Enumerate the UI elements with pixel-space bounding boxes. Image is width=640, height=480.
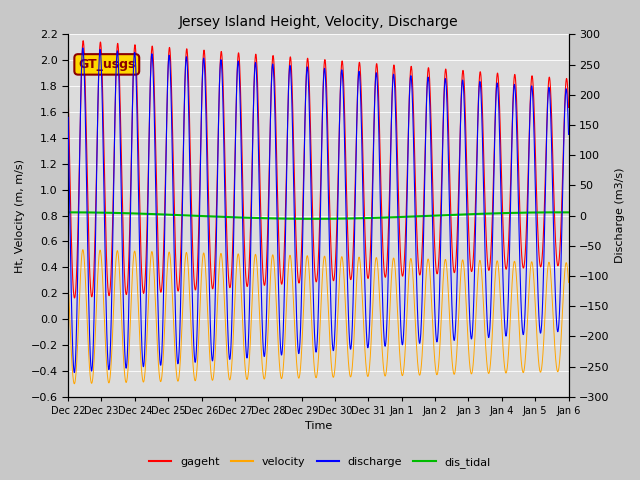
Y-axis label: Ht, Velocity (m, m/s): Ht, Velocity (m, m/s) <box>15 158 25 273</box>
Y-axis label: Discharge (m3/s): Discharge (m3/s) <box>615 168 625 264</box>
Text: GT_usgs: GT_usgs <box>78 58 136 71</box>
X-axis label: Time: Time <box>305 421 332 432</box>
Title: Jersey Island Height, Velocity, Discharge: Jersey Island Height, Velocity, Discharg… <box>179 15 458 29</box>
Legend: gageht, velocity, discharge, dis_tidal: gageht, velocity, discharge, dis_tidal <box>145 452 495 472</box>
